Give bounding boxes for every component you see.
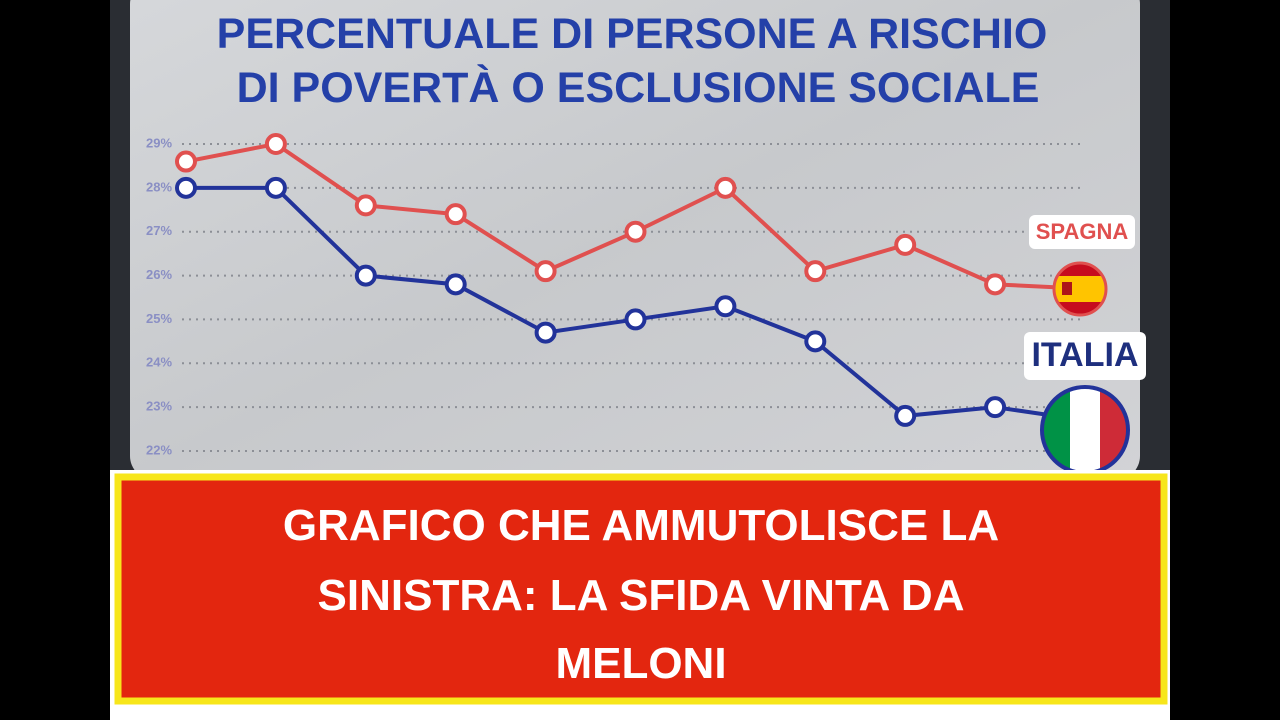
point [984,273,1007,296]
y-tick-label: 23% [146,399,172,414]
y-tick-label: 22% [146,442,172,457]
banner-text: GRAFICO CHE AMMUTOLISCE LA [283,501,999,550]
point [894,404,917,427]
point [624,308,647,331]
y-tick-label: 26% [146,267,172,282]
point [714,295,737,318]
point [624,220,647,243]
y-tick-label: 24% [146,355,172,370]
point [534,260,557,283]
point [354,194,377,217]
point [804,330,827,353]
chart-title: DI POVERTÀ O ESCLUSIONE SOCIALE [237,64,1040,112]
legend-label: SPAGNA [1036,219,1129,244]
point [444,203,467,226]
banner-text: SINISTRA: LA SFIDA VINTA DA [318,571,965,620]
y-tick-label: 27% [146,223,172,238]
y-tick-label: 28% [146,179,172,194]
banner-text: MELONI [555,639,726,688]
point [354,264,377,287]
spain-flag [1055,264,1105,314]
legend-label: ITALIA [1031,336,1138,374]
y-tick-label: 29% [146,135,172,150]
point [534,321,557,344]
point [444,273,467,296]
y-tick-label: 25% [146,311,172,326]
chart-title: PERCENTUALE DI PERSONE A RISCHIO [217,10,1048,58]
point [175,150,197,173]
point [264,133,287,155]
legend-box [1024,332,1146,380]
point [714,176,737,199]
banner [114,473,1168,705]
point [175,176,197,199]
point [894,233,917,256]
point [804,260,827,283]
legend-box [1029,215,1135,249]
point [984,396,1007,419]
point [264,176,287,199]
